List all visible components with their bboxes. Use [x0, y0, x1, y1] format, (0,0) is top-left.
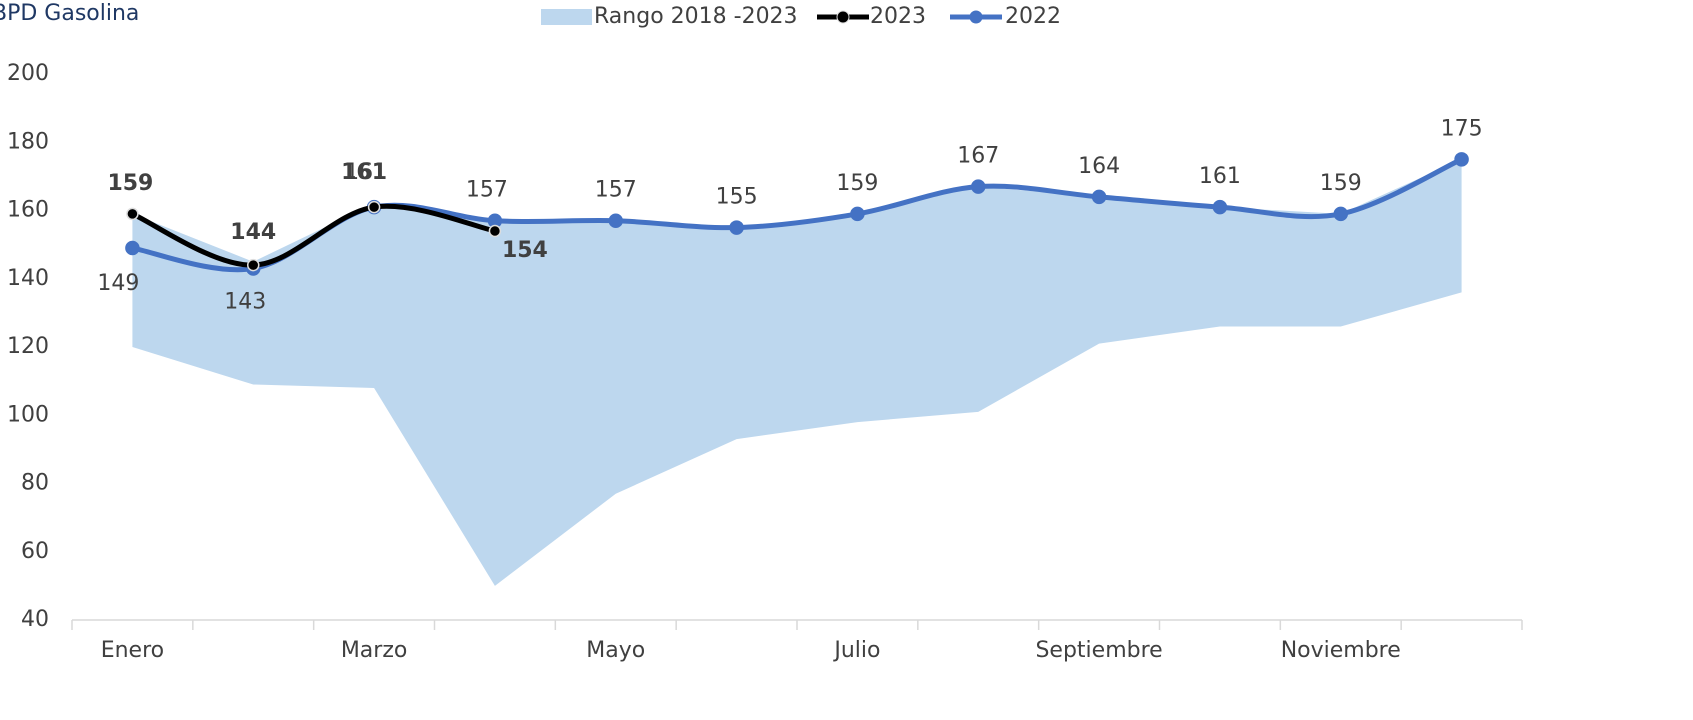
- data-label: 149: [97, 271, 139, 296]
- line-2023: [131, 203, 496, 268]
- marker: [729, 220, 744, 235]
- x-tick-label: Mayo: [586, 638, 645, 663]
- legend-marker: [969, 10, 983, 24]
- data-label: 157: [466, 178, 508, 203]
- marker: [125, 240, 140, 256]
- y-tick-label: 100: [7, 402, 49, 427]
- marker: [608, 213, 623, 228]
- x-tick-label: Enero: [101, 638, 164, 663]
- data-label: 157: [595, 178, 637, 203]
- data-label: 155: [716, 185, 758, 210]
- marker: [1212, 199, 1228, 215]
- legend-label: 2022: [1005, 4, 1061, 29]
- y-tick-label: 40: [21, 607, 49, 632]
- data-label: 159: [836, 171, 878, 196]
- range-area: [132, 159, 1462, 586]
- x-tick-label: Julio: [832, 638, 880, 663]
- marker: [1333, 206, 1348, 222]
- data-label: 167: [957, 144, 999, 169]
- data-label: 161: [1199, 164, 1241, 189]
- marker: [850, 206, 865, 222]
- y-tick-label: 180: [7, 129, 49, 154]
- legend-label: 2023: [870, 4, 926, 29]
- marker: [488, 224, 502, 238]
- y-tick-label: 160: [7, 198, 49, 223]
- y-tick-label: 120: [7, 334, 49, 359]
- marker: [1091, 189, 1107, 205]
- y-tick-label: 80: [21, 471, 49, 496]
- marker: [971, 179, 986, 194]
- data-label: 143: [224, 290, 266, 315]
- y-tick-label: 140: [7, 266, 49, 291]
- data-label: 159: [1320, 171, 1362, 196]
- legend-label: Rango 2018 -2023: [594, 4, 798, 29]
- data-label: 175: [1441, 116, 1483, 141]
- data-label: 159: [107, 171, 153, 196]
- data-label: 164: [1078, 154, 1120, 179]
- y-tick-label: 60: [21, 539, 49, 564]
- chart-title: BPD Gasolina: [0, 1, 139, 26]
- marker: [1454, 152, 1469, 167]
- marker: [367, 200, 381, 214]
- x-tick-label: Septiembre: [1035, 638, 1162, 663]
- y-tick-label: 200: [7, 61, 49, 86]
- x-tick-label: Marzo: [341, 638, 408, 663]
- legend-swatch: [541, 9, 592, 25]
- legend-marker: [836, 10, 850, 24]
- data-label: 154: [502, 238, 548, 263]
- x-tick-label: Noviembre: [1281, 638, 1401, 663]
- data-label: 144: [230, 220, 276, 245]
- marker: [126, 207, 139, 221]
- marker: [247, 258, 260, 272]
- data-label: 161: [345, 160, 387, 185]
- data-label: 161: [341, 160, 387, 185]
